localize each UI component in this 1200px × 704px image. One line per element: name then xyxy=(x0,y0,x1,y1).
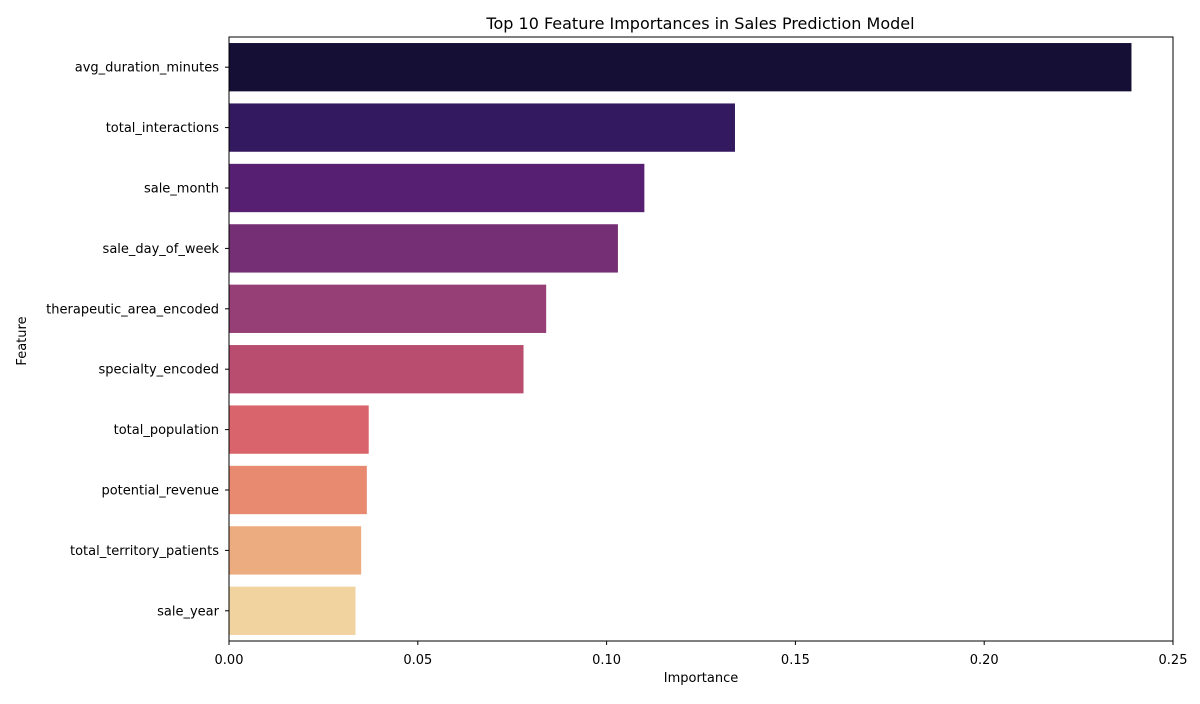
y-tick-label: sale_month xyxy=(144,182,219,197)
x-axis-ticks: 0.00 0.05 0.10 0.15 0.20 0.25 xyxy=(215,641,1188,668)
x-tick-label: 0.15 xyxy=(781,653,810,668)
x-tick-label: 0.20 xyxy=(970,653,999,668)
bar-potential_revenue xyxy=(229,465,367,515)
x-axis-label: Importance xyxy=(664,671,739,686)
y-axis-label: Feature xyxy=(15,316,30,365)
bar-avg_duration_minutes xyxy=(229,43,1132,92)
bar-sale_month xyxy=(229,163,645,213)
y-tick-label: sale_year xyxy=(157,604,220,619)
bar-total_population xyxy=(229,405,369,454)
y-tick-label: total_population xyxy=(114,423,219,438)
bar-total_interactions xyxy=(229,103,735,152)
y-tick-label: specialty_encoded xyxy=(99,363,220,378)
x-tick-label: 0.10 xyxy=(592,653,621,668)
y-tick-label: potential_revenue xyxy=(101,484,219,499)
bars-layer xyxy=(229,43,1132,635)
chart-title: Top 10 Feature Importances in Sales Pred… xyxy=(485,14,914,33)
y-axis-ticks: avg_duration_minutes total_interactionssa… xyxy=(46,61,229,619)
bar-sale_year xyxy=(229,586,356,635)
bar-sale_day_of_week xyxy=(229,224,618,273)
y-tick-label: therapeutic_area_encoded xyxy=(46,302,219,317)
bar-therapeutic_area_encoded xyxy=(229,284,547,333)
x-tick-label: 0.00 xyxy=(215,653,244,668)
y-tick-label: sale_day_of_week xyxy=(103,242,220,257)
x-tick-label: 0.05 xyxy=(403,653,432,668)
x-tick-label: 0.25 xyxy=(1159,653,1188,668)
y-tick-label: total_territory_patients xyxy=(70,544,219,559)
y-tick-label: avg_duration_minutes xyxy=(75,61,219,76)
plot-frame xyxy=(228,36,1174,642)
bar-specialty_encoded xyxy=(229,345,524,394)
bar-total_territory_patients xyxy=(229,526,362,575)
y-tick-label: total_interactions xyxy=(106,121,220,136)
